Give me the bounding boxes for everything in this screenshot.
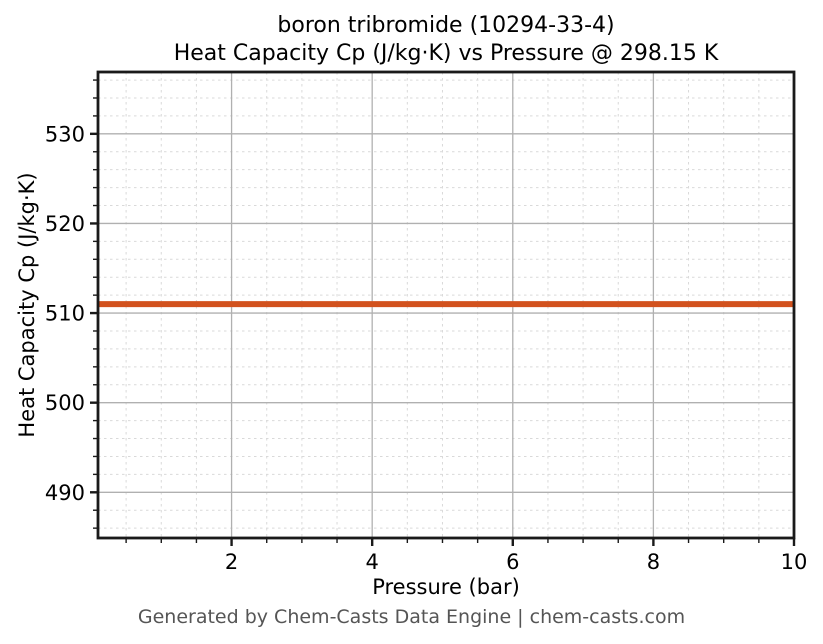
chart-title-line1: boron tribromide (10294-33-4) bbox=[277, 13, 615, 38]
y-tick-label: 530 bbox=[45, 122, 85, 146]
y-tick-label: 510 bbox=[45, 302, 85, 326]
x-tick-label: 8 bbox=[647, 550, 660, 574]
x-axis-label: Pressure (bar) bbox=[372, 575, 520, 599]
y-axis-label: Heat Capacity Cp (J/kg·K) bbox=[15, 172, 39, 438]
chart-title: boron tribromide (10294-33-4) Heat Capac… bbox=[98, 12, 794, 68]
x-tick-label: 4 bbox=[365, 550, 378, 574]
x-tick-label: 6 bbox=[506, 550, 519, 574]
y-tick-label: 500 bbox=[45, 391, 85, 415]
x-tick-label: 10 bbox=[781, 550, 808, 574]
y-tick-label: 490 bbox=[45, 481, 85, 505]
plot-border bbox=[96, 70, 796, 540]
y-tick-label: 520 bbox=[45, 212, 85, 236]
chart-title-line2: Heat Capacity Cp (J/kg·K) vs Pressure @ … bbox=[173, 41, 719, 66]
footer-attribution: Generated by Chem-Casts Data Engine | ch… bbox=[137, 606, 686, 628]
x-tick-label: 2 bbox=[225, 550, 238, 574]
